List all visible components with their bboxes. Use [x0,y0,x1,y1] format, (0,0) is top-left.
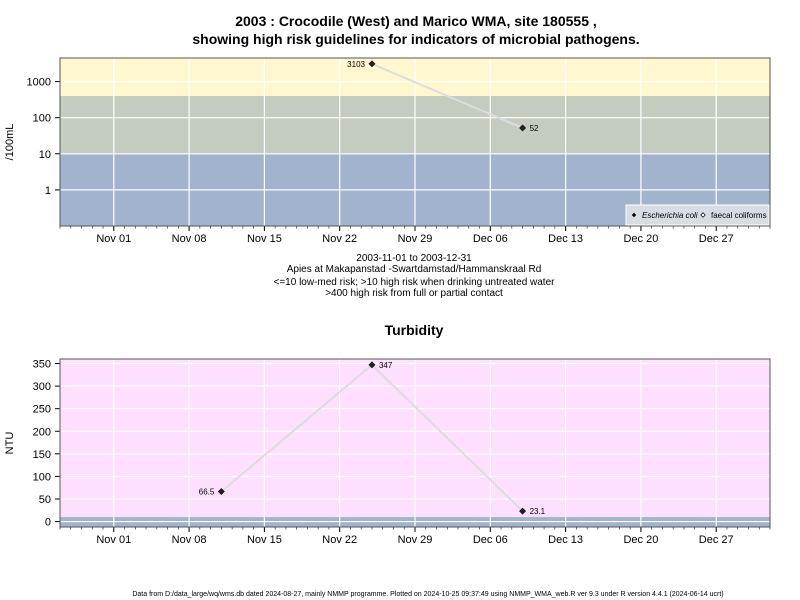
x-tick-label: Nov 22 [322,233,357,245]
x-tick-label: Dec 27 [699,233,734,245]
x-tick-label: Nov 29 [398,534,433,546]
y-tick-label: 300 [33,381,51,393]
legend-box [625,204,770,226]
data-label: 23.1 [530,507,546,516]
x-tick-label: Dec 06 [473,534,508,546]
caption-site-name: Apies at Makapanstad -Swartdamstad/Hamma… [287,264,542,275]
y-axis-label: /100mL [4,124,16,161]
x-tick-label: Dec 06 [473,233,508,245]
y-tick-label: 350 [33,359,51,371]
y-tick-label: 250 [33,404,51,416]
turbidity-title: Turbidity [385,322,444,338]
x-tick-label: Nov 01 [96,233,131,245]
x-tick-label: Dec 20 [623,534,658,546]
plot-frame [59,57,771,227]
legend-label-ecoli: Escherichia coli [642,211,698,220]
microbial-panel: Nov 01 Nov 08 Nov 15 Nov 22 Nov 29 Dec 06 Dec … [4,57,771,245]
y-axis-label: NTU [4,432,16,455]
legend-label-faecal: faecal coliforms [711,211,767,220]
x-tick-label: Nov 22 [322,534,357,546]
data-point [519,124,527,132]
data-point [217,487,225,496]
y-tick-label: 50 [39,494,51,506]
chart-title-line2: showing high risk guidelines for indicat… [192,31,639,47]
legend-marker-ecoli [631,212,637,218]
caption-risk-note-1: <=10 low-med risk; >10 high risk when dr… [274,277,556,288]
x-tick-label: Nov 08 [172,534,207,546]
data-point [519,507,527,515]
y-tick-label: 150 [33,449,51,461]
x-tick-label: Nov 08 [172,233,207,245]
x-tick-label: Nov 29 [398,233,433,245]
data-label: 3103 [347,60,365,69]
data-label: 347 [379,361,393,370]
caption-date-range: 2003-11-01 to 2003-12-31 [356,253,472,264]
y-tick-label: 10 [39,149,51,161]
chart-title-line1: 2003 : Crocodile (West) and Marico WMA, … [235,13,597,29]
y-tick-label: 1 [45,185,51,197]
x-tick-label: Dec 13 [548,534,583,546]
y-tick-label: 200 [33,426,51,438]
data-point [368,361,376,369]
x-tick-label: Dec 13 [548,233,583,245]
data-label: 52 [530,124,539,133]
y-tick-label: 100 [33,471,51,483]
y-tick-label: 100 [33,113,51,125]
data-label: 66.5 [199,488,215,497]
data-point [368,60,376,68]
plot-frame [59,358,771,528]
legend-marker-faecal [700,212,706,218]
x-tick-label: Nov 15 [247,534,282,546]
x-tick-label: Dec 20 [623,233,658,245]
x-tick-label: Nov 15 [247,233,282,245]
series-line [371,62,523,129]
y-tick-label: 1000 [27,77,51,89]
y-tick-label: 0 [45,517,51,529]
caption-risk-note-2: >400 high risk from full or partial cont… [325,288,503,299]
turbidity-panel: Nov 01 Nov 08 Nov 15 Nov 22 Nov 29 Dec 06 Dec … [4,358,771,546]
footer-note: Data from D:/data_large/wq/wms.db dated … [132,591,723,598]
x-tick-label: Dec 27 [699,534,734,546]
x-tick-label: Nov 01 [96,534,131,546]
